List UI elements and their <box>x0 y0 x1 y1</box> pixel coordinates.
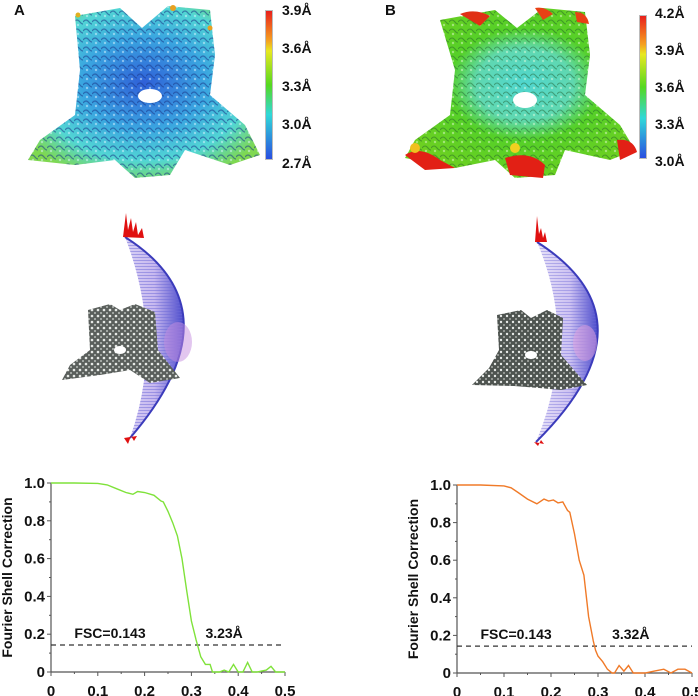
fsc-chart-a: 0 0.2 0.4 0.6 0.8 1.0 0 0.1 0.2 0.3 0.4 0.5 Fourier … <box>0 475 295 696</box>
y-tick-label: 0 <box>37 664 45 681</box>
colorbar-tick-a-0: 3.9Å <box>282 2 312 18</box>
x-tick-label: 0 <box>47 683 55 696</box>
panel-label-b: B <box>385 2 396 19</box>
x-tick-label: 0.1 <box>494 684 515 696</box>
colorbar-b <box>639 15 647 159</box>
colorbar-a <box>265 10 273 160</box>
fsc-curve <box>51 482 285 673</box>
colorbar-tick-a-3: 3.0Å <box>282 116 312 132</box>
y-tick-label: 0 <box>443 665 451 682</box>
x-tick-label: 0.2 <box>541 684 562 696</box>
y-tick-label: 0.8 <box>24 513 45 530</box>
fsc-threshold-label: FSC=0.143 <box>74 625 145 641</box>
y-tick-label: 0.2 <box>430 627 451 644</box>
colorbar-tick-b-4: 3.0Å <box>655 153 685 169</box>
colorbar-tick-b-0: 4.2Å <box>655 5 685 21</box>
fsc-curve <box>457 484 693 674</box>
y-axis-label: Fourier Shell Correction <box>0 497 15 657</box>
x-tick-label: 0.5 <box>682 684 698 696</box>
x-tick-label: 0.4 <box>228 683 250 696</box>
colorbar-tick-b-3: 3.3Å <box>655 116 685 132</box>
x-tick-label: 0.1 <box>87 683 108 696</box>
y-axis-label: Fourier Shell Correction <box>405 499 421 659</box>
x-tick-label: 0.4 <box>635 684 657 696</box>
local-resolution-map-b <box>405 7 637 178</box>
resolution-label: 3.32Å <box>612 626 649 642</box>
colorbar-tick-a-2: 3.3Å <box>282 78 312 94</box>
y-tick-label: 0.4 <box>24 588 46 605</box>
angular-distribution-b <box>472 216 599 446</box>
colorbar-tick-b-2: 3.6Å <box>655 79 685 95</box>
y-tick-label: 1.0 <box>24 475 45 492</box>
colorbar-tick-a-1: 3.6Å <box>282 40 312 56</box>
x-tick-label: 0.3 <box>181 683 202 696</box>
resolution-label: 3.23Å <box>205 625 242 641</box>
panel-label-a: A <box>14 2 25 19</box>
fsc-threshold-label: FSC=0.143 <box>481 626 552 642</box>
y-tick-label: 0.2 <box>24 626 45 643</box>
y-tick-label: 0.8 <box>430 515 451 532</box>
x-tick-label: 0.3 <box>588 684 609 696</box>
y-tick-label: 0.6 <box>430 552 451 569</box>
y-tick-label: 1.0 <box>430 477 451 494</box>
local-resolution-map-a <box>28 5 260 178</box>
x-tick-label: 0 <box>453 684 461 696</box>
y-tick-label: 0.4 <box>430 590 452 607</box>
angular-distribution-a <box>62 213 192 444</box>
y-tick-label: 0.6 <box>24 551 45 568</box>
x-tick-label: 0.2 <box>134 683 155 696</box>
colorbar-tick-b-1: 3.9Å <box>655 42 685 58</box>
fsc-chart-b: 0 0.2 0.4 0.6 0.8 1.0 0 0.1 0.2 0.3 0.4 0.5 Fourier … <box>405 477 698 696</box>
x-tick-label: 0.5 <box>275 683 296 696</box>
colorbar-tick-a-4: 2.7Å <box>282 155 312 171</box>
